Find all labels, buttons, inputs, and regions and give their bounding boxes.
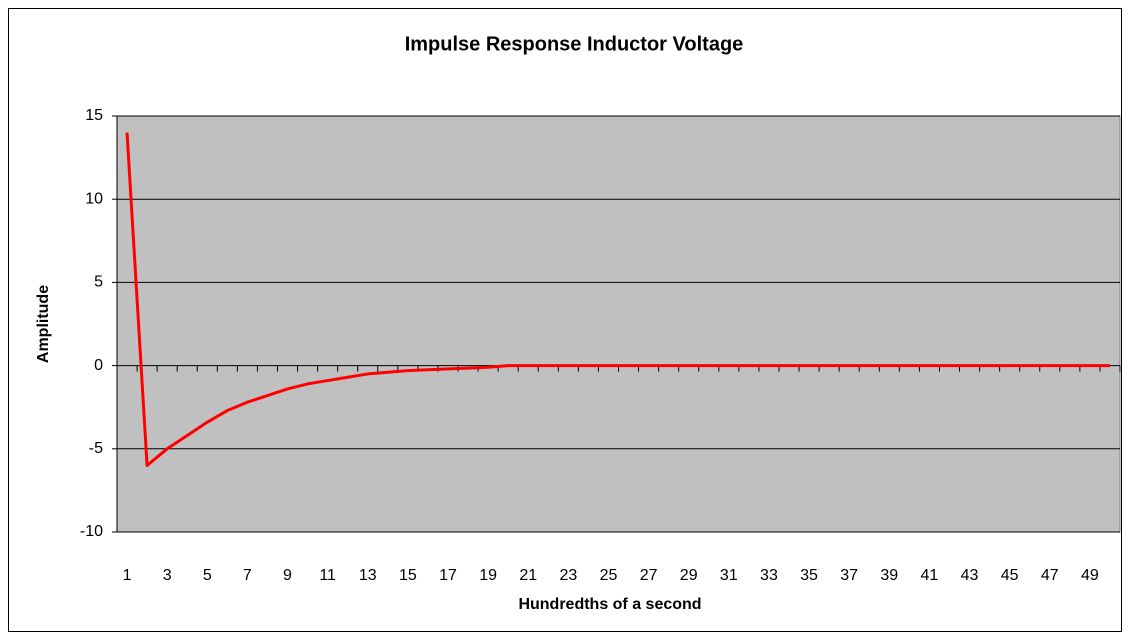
x-tick-label: 19 [479,567,497,584]
y-axis-title: Amplitude [35,285,52,363]
x-tick-label: 43 [961,567,979,584]
y-tick-label: -5 [89,440,103,457]
x-tick-label: 9 [283,567,292,584]
x-tick-label: 37 [840,567,858,584]
x-tick-label: 13 [359,567,377,584]
x-tick-label: 11 [319,567,336,584]
x-tick-label: 7 [243,567,252,584]
y-tick-label: -10 [80,523,103,540]
x-tick-label: 33 [760,567,778,584]
x-tick-label: 23 [559,567,577,584]
x-tick-label: 15 [399,567,417,584]
x-tick-label: 41 [921,567,939,584]
x-tick-label: 49 [1081,567,1099,584]
x-tick-label: 17 [439,567,457,584]
x-tick-label: 31 [720,567,738,584]
plot-area [116,115,1121,533]
x-tick-label: 45 [1001,567,1019,584]
x-tick-label: 25 [600,567,618,584]
x-tick-label: 5 [203,567,212,584]
y-tick-label: 0 [94,357,103,374]
x-tick-label: 35 [800,567,818,584]
y-tick-label: 10 [85,190,103,207]
y-tick-label: 15 [85,107,103,124]
x-tick-label: 1 [123,567,132,584]
x-axis-title: Hundredths of a second [518,596,701,613]
x-tick-label: 47 [1041,567,1059,584]
y-tick-label: 5 [94,274,103,291]
x-tick-label: 39 [880,567,898,584]
x-tick-label: 27 [640,567,658,584]
x-tick-label: 29 [680,567,698,584]
data-line [125,132,1110,467]
chart-title: Impulse Response Inductor Voltage [405,33,744,55]
x-tick-label: 3 [163,567,172,584]
x-tick-label: 21 [519,567,537,584]
